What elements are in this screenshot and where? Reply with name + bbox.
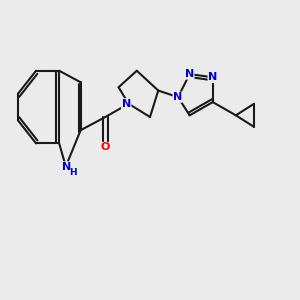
Text: N: N	[208, 72, 218, 82]
Text: N: N	[173, 92, 182, 102]
Text: H: H	[69, 168, 77, 177]
Text: N: N	[62, 162, 71, 172]
Text: N: N	[185, 69, 194, 79]
Text: N: N	[122, 99, 131, 109]
Text: O: O	[101, 142, 110, 152]
